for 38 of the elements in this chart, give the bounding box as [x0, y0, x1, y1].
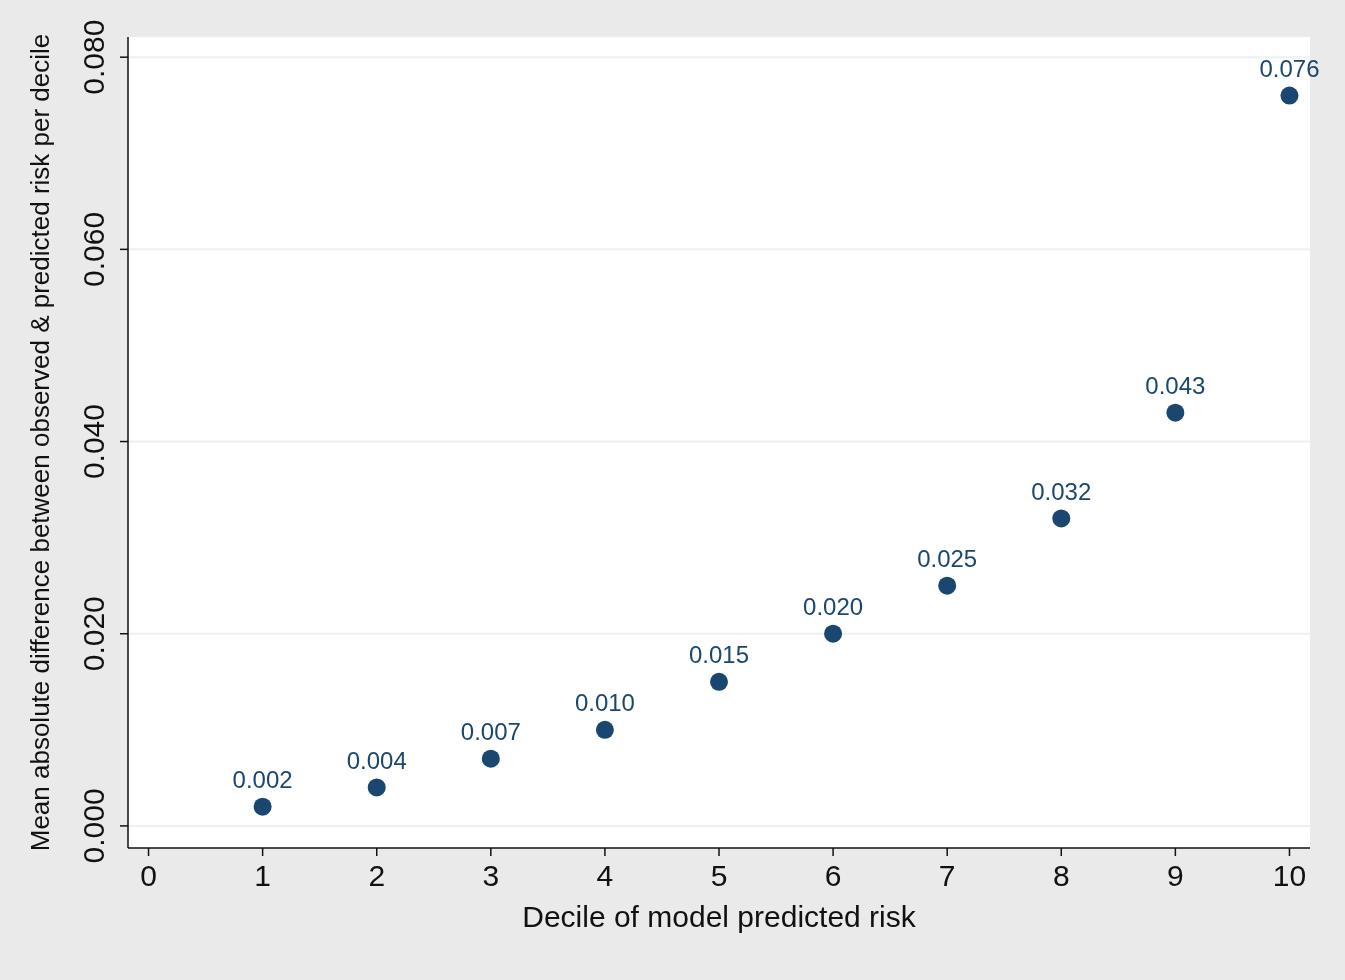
x-axis-title: Decile of model predicted risk [522, 900, 917, 934]
data-label: 0.002 [232, 766, 293, 794]
x-tick-label: 1 [254, 859, 271, 892]
data-label: 0.015 [688, 641, 750, 669]
y-tick-label: 0.040 [77, 404, 110, 480]
point [938, 576, 957, 595]
x-tick-label: 8 [1052, 859, 1070, 892]
y-axis-title: Mean absolute difference between observed & predicted risk per decile [25, 33, 56, 852]
point [253, 797, 272, 816]
data-label: 0.007 [460, 718, 521, 746]
data-label: 0.010 [574, 689, 635, 717]
data-label: 0.004 [346, 746, 407, 774]
x-tick-label: 6 [824, 859, 842, 892]
x-tick-label: 3 [482, 859, 500, 892]
data-label: 0.020 [803, 593, 864, 621]
x-tick-label: 5 [710, 859, 728, 892]
y-tick-label: 0.000 [77, 788, 110, 864]
x-tick-label: 7 [938, 859, 956, 892]
x-tick-label: 9 [1167, 859, 1184, 892]
point [595, 720, 614, 739]
y-tick-label: 0.060 [77, 211, 110, 287]
data-label: 0.025 [917, 545, 978, 573]
y-tick-label: 0.080 [77, 19, 110, 95]
data-label: 0.076 [1259, 55, 1320, 83]
point [710, 672, 728, 691]
x-tick-label: 4 [596, 859, 614, 892]
data-label: 0.032 [1031, 477, 1092, 505]
data-label: 0.043 [1145, 372, 1206, 400]
point [1166, 403, 1185, 422]
point [1280, 86, 1299, 105]
y-tick-label: 0.020 [77, 596, 110, 672]
x-tick-label: 0 [140, 859, 157, 892]
point [367, 778, 386, 797]
point [481, 749, 500, 768]
point [824, 624, 843, 643]
point [1052, 509, 1071, 528]
x-tick-label: 2 [368, 859, 386, 892]
x-tick-label: 10 [1272, 859, 1307, 892]
